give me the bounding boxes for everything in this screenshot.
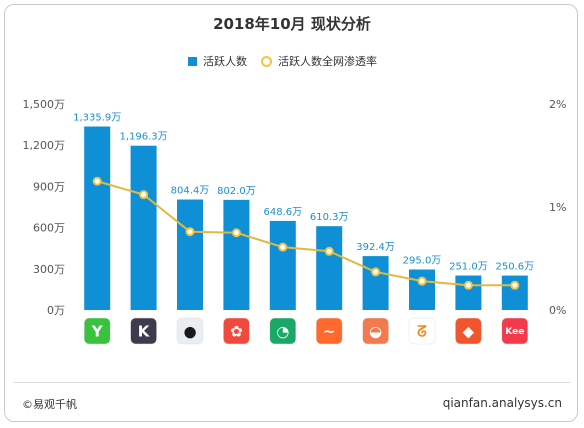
y-left-tick-label: 1,500万	[23, 98, 66, 111]
app2-icon-glyph: K	[138, 322, 151, 340]
bar	[501, 275, 528, 310]
bar	[455, 275, 482, 310]
bar-value-label: 1,335.9万	[73, 113, 121, 124]
bar-value-label: 295.0万	[403, 255, 442, 266]
bar-value-label: 802.0万	[217, 186, 256, 197]
bar-value-label: 251.0万	[449, 262, 488, 273]
app1-icon	[83, 317, 111, 345]
app5-icon-glyph: ◔	[276, 322, 289, 340]
y-left-tick-label: 900万	[33, 180, 65, 193]
y-right-tick-label: 1%	[549, 201, 566, 214]
app2-icon	[130, 317, 157, 345]
line-point	[324, 246, 334, 256]
line-point	[185, 227, 195, 237]
y-left-tick-label: 0万	[47, 304, 65, 317]
app1-icon-glyph: Y	[91, 322, 104, 340]
legend-bar-swatch	[188, 56, 197, 66]
bar	[316, 226, 343, 310]
app9-icon	[455, 317, 482, 345]
y-left-tick-label: 600万	[33, 222, 65, 235]
bar-value-label: 648.6万	[263, 207, 302, 218]
line-point	[463, 280, 473, 290]
line-point	[510, 280, 520, 290]
y-right-tick-label: 0%	[549, 304, 566, 317]
y-left-tick-label: 300万	[33, 263, 65, 276]
footer-divider	[14, 382, 570, 383]
footer-source: ©易观千帆	[22, 398, 77, 411]
app6-icon	[315, 317, 343, 345]
app10-icon-glyph: Kee	[505, 327, 524, 337]
footer-url: qianfan.analysys.cn	[442, 396, 562, 410]
legend-bar-label: 活跃人数	[203, 55, 247, 68]
bar-value-label: 1,196.3万	[120, 132, 168, 143]
y-right-tick-label: 2%	[549, 98, 566, 111]
app7-icon	[362, 317, 389, 345]
app4-icon-glyph: ✿	[230, 322, 243, 340]
app4-icon	[223, 317, 250, 345]
app9-icon-glyph: ◆	[463, 322, 475, 340]
line-point	[92, 176, 102, 186]
bar	[409, 269, 435, 310]
bar	[223, 199, 250, 310]
line-point	[278, 242, 288, 252]
legend-line-label: 活跃人数全网渗透率	[278, 55, 377, 68]
bar-value-label: 610.3万	[310, 212, 349, 223]
bar	[269, 220, 296, 310]
line-point	[139, 190, 149, 200]
app3-icon-glyph: ●	[183, 322, 196, 340]
app7-icon-glyph: ◒	[369, 322, 382, 340]
legend: 活跃人数 活跃人数全网渗透率	[188, 53, 377, 69]
line-point	[371, 267, 381, 277]
penetration-line	[96, 180, 515, 287]
bar-value-label: 804.4万	[171, 186, 210, 197]
app3-icon	[176, 317, 204, 345]
app8-icon-glyph: ᘔ	[417, 322, 427, 340]
app6-icon-glyph: ~	[323, 322, 336, 340]
legend-line-marker	[261, 55, 272, 67]
app8-icon	[408, 317, 436, 345]
bar-value-label: 392.4万	[356, 242, 395, 253]
app10-icon	[501, 317, 529, 345]
line-point	[417, 276, 427, 286]
app5-icon	[269, 317, 297, 345]
bar-value-label: 250.6万	[495, 262, 534, 273]
bar	[84, 126, 111, 310]
line-point	[231, 228, 241, 238]
bar	[177, 199, 203, 310]
bar	[130, 145, 157, 310]
y-left-tick-label: 1,200万	[23, 139, 66, 152]
bar	[362, 256, 389, 310]
chart-title: 2018年10月 现状分析	[213, 15, 371, 33]
